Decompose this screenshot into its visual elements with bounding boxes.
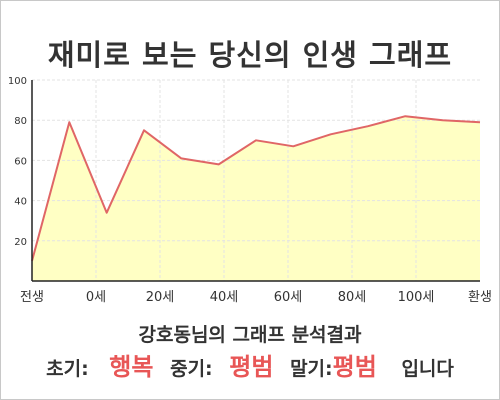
y-tick-label: 100: [8, 76, 27, 87]
y-tick-label: 80: [14, 116, 27, 127]
x-tick-label: 80세: [338, 290, 367, 305]
late-stage-label: 말기:: [290, 358, 333, 380]
x-tick-label: 환생: [468, 290, 492, 305]
late-stage-value: 평범: [332, 353, 377, 381]
early-stage-label: 초기:: [46, 358, 89, 380]
x-tick-label: 100세: [398, 290, 435, 305]
mid-stage-label: 중기:: [170, 358, 213, 380]
y-tick-label: 60: [14, 156, 27, 167]
analysis-summary: 강호동님의 그래프 분석결과: [138, 324, 362, 346]
series-line: [31, 115, 481, 262]
x-tick-label: 20세: [146, 290, 175, 305]
result-tail: 입니다: [401, 358, 454, 380]
y-tick-label: 20: [14, 237, 27, 248]
x-tick-label: 40세: [210, 290, 239, 305]
x-tick-label: 전생: [20, 290, 44, 305]
mid-stage-value: 평범: [229, 353, 274, 381]
analysis-result: 초기: 행복 중기: 평범 말기:평범 입니다: [0, 347, 500, 382]
y-tick-label: 40: [14, 197, 27, 208]
chart-title: 재미로 보는 당신의 인생 그래프: [47, 38, 453, 72]
series-area: [32, 116, 480, 281]
early-stage-value: 행복: [109, 353, 154, 381]
x-tick-label: 0세: [86, 290, 106, 305]
x-tick-label: 60세: [274, 290, 303, 305]
